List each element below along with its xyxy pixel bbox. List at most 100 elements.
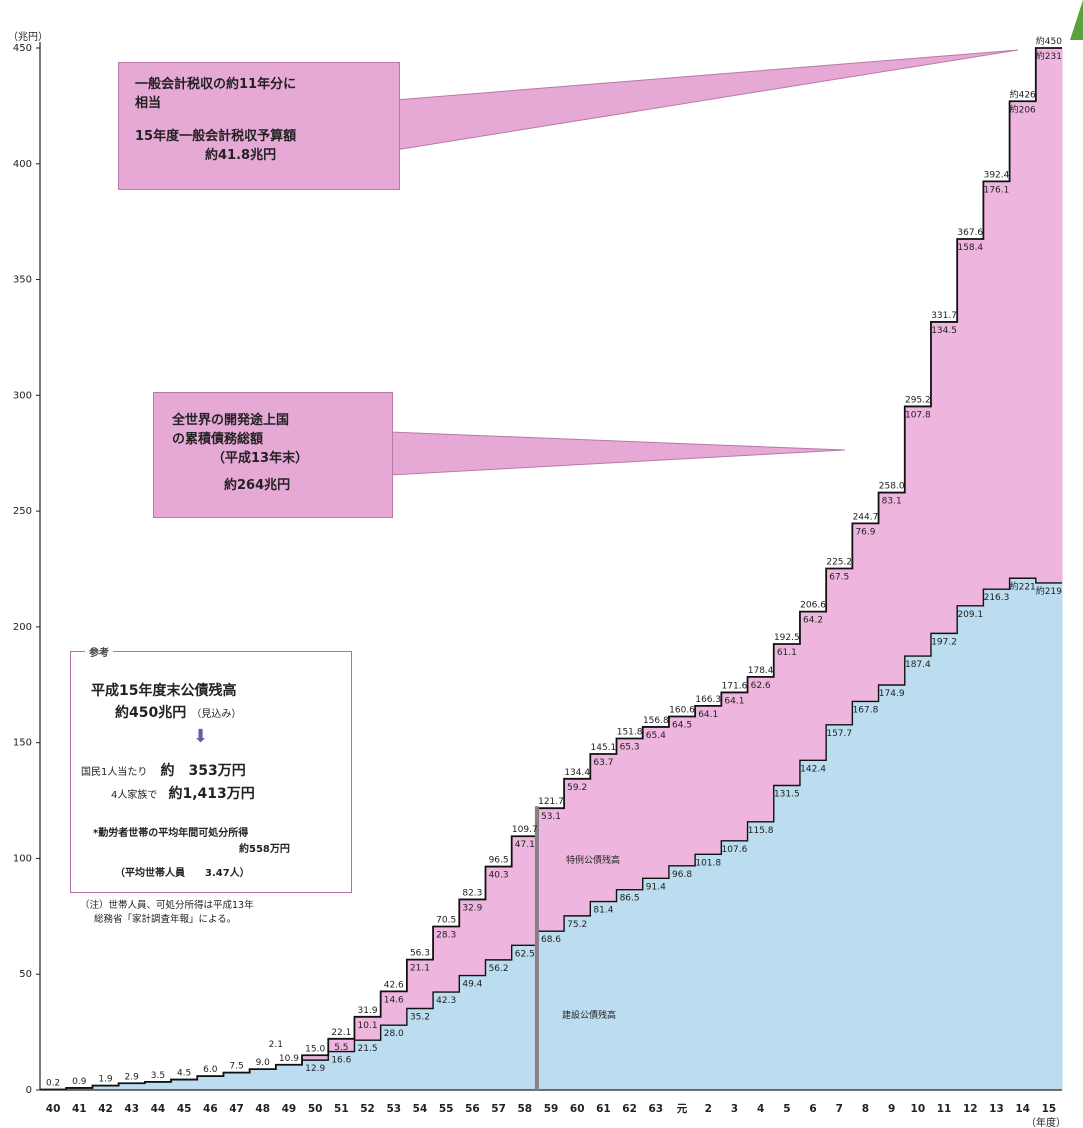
- x-tick-label: 8: [862, 1103, 869, 1115]
- construction-bond-bar: [904, 656, 932, 1090]
- total-value-label: 156.8: [643, 716, 669, 726]
- construction-bond-bar: [354, 1040, 382, 1090]
- total-value-label: 42.6: [384, 980, 404, 990]
- callout-tax-line2: 相当: [135, 96, 162, 111]
- construction-bond-bar: [249, 1069, 277, 1090]
- callout-tax-line1: 一般会計税収の約11年分に: [135, 77, 297, 92]
- total-value-label: 約426: [1010, 88, 1036, 100]
- total-value-label: 178.4: [748, 666, 774, 676]
- reference-box: 参考 平成15年度末公債残高 約450兆円 （見込み） ⬇ 国民1人当たり 約 …: [70, 644, 352, 893]
- special-value-label: 62.6: [751, 681, 771, 691]
- construction-bond-bar: [380, 1025, 408, 1090]
- callout-debt-line4: 約264兆円: [224, 478, 291, 493]
- construction-value-label: 131.5: [774, 790, 800, 800]
- construction-bond-bar: [1009, 578, 1037, 1090]
- total-value-label: 244.7: [853, 512, 879, 522]
- construction-bond-bar: [223, 1072, 251, 1090]
- total-value-label: 約450: [1036, 35, 1062, 47]
- construction-value-label: 42.3: [436, 996, 456, 1006]
- total-value-label: 134.4: [564, 768, 590, 778]
- special-bond-bar: [642, 726, 670, 879]
- construction-bond-bar: [459, 975, 487, 1090]
- reference-line2-note: （見込み）: [191, 709, 242, 720]
- special-bond-bar: [590, 754, 618, 902]
- special-bond-bar: [1009, 101, 1037, 579]
- construction-bonds-series-label: 建設公債残高: [562, 1009, 616, 1021]
- total-value-label: 10.9: [279, 1054, 299, 1064]
- construction-bond-bar: [826, 724, 853, 1090]
- construction-value-label: 16.6: [331, 1056, 351, 1066]
- reference-line3-b: 約 353万円: [160, 763, 246, 779]
- total-value-label: 9.0: [256, 1058, 271, 1068]
- callout-pointers: [389, 0, 1083, 476]
- construction-value-label: 21.5: [358, 1044, 378, 1054]
- special-value-label: 107.8: [905, 410, 931, 420]
- footnote-line1: （注）世帯人員、可処分所得は平成13年: [80, 900, 254, 911]
- y-tick-label: 50: [19, 969, 32, 980]
- x-tick-label: 13: [989, 1103, 1004, 1115]
- total-value-label: 82.3: [462, 888, 482, 898]
- construction-bond-bar: [773, 785, 801, 1090]
- construction-bond-bar: [983, 589, 1011, 1090]
- special-bond-bar: [616, 738, 644, 890]
- reference-title: 参考: [85, 644, 113, 659]
- construction-value-label: 216.3: [984, 593, 1010, 603]
- special-value-label: 21.1: [410, 964, 430, 974]
- x-tick-label: 9: [888, 1103, 895, 1115]
- callout-tax-pointer: [394, 49, 1019, 151]
- special-value-label: 76.9: [855, 527, 875, 537]
- x-tick-label: 52: [360, 1103, 375, 1115]
- construction-bond-bar: [485, 959, 513, 1090]
- special-value-label: 14.6: [384, 995, 404, 1005]
- special-bond-bar: [537, 808, 565, 932]
- special-value-label: 64.5: [672, 721, 692, 731]
- total-value-label: 31.9: [358, 1006, 378, 1016]
- special-bond-bar: [433, 926, 460, 993]
- special-bond-bar: [328, 1038, 356, 1052]
- x-tick-label: 48: [255, 1103, 270, 1115]
- construction-bond-bar: [590, 901, 618, 1090]
- special-value-label: 67.5: [829, 573, 849, 583]
- construction-bond-bar: [328, 1051, 356, 1090]
- x-tick-label: 12: [963, 1103, 978, 1115]
- reference-line4: 4人家族で 約1,413万円: [111, 783, 255, 803]
- total-value-label: 258.0: [879, 482, 905, 492]
- construction-bond-bar: [433, 992, 460, 1090]
- x-tick-label: 59: [544, 1103, 559, 1115]
- special-value-label: 59.2: [567, 783, 587, 793]
- total-value-label: 6.0: [203, 1065, 218, 1075]
- special-bond-bar: [459, 899, 487, 976]
- total-value-label: 160.6: [669, 706, 695, 716]
- construction-value-label: 86.5: [620, 894, 640, 904]
- x-tick-label: 3: [731, 1103, 738, 1115]
- construction-value-label: 101.8: [695, 858, 721, 868]
- x-tick-label: 56: [465, 1103, 480, 1115]
- chart-data-labels: 0.2 0.9 1.9 2.9 3.5 4.5 6.0 7.5 9.0 10.9 15.0 22.1 3…: [46, 35, 1062, 1089]
- special-bond-bar: [852, 523, 880, 702]
- construction-bond-bar: [695, 854, 722, 1090]
- construction-bond-bar: [302, 1060, 329, 1090]
- construction-bond-bar: [930, 633, 958, 1090]
- x-tick-label: 44: [151, 1103, 166, 1115]
- x-tick-label: 6: [809, 1103, 816, 1115]
- special-bond-bar: [511, 836, 539, 946]
- special-value-label: 32.9: [462, 903, 482, 913]
- construction-bond-bar: [511, 945, 539, 1090]
- x-tick-label: 62: [622, 1103, 637, 1115]
- total-value-label: 56.3: [410, 949, 430, 959]
- construction-bond-bar: [799, 760, 827, 1090]
- y-tick-label: 0: [26, 1085, 32, 1096]
- x-tick-label: 45: [177, 1103, 192, 1115]
- construction-bond-bar: [1035, 582, 1063, 1090]
- x-tick-label: 元: [677, 1103, 688, 1115]
- special-bond-bar: [485, 866, 513, 960]
- construction-bond-bar: [537, 931, 565, 1090]
- x-tick-label: 7: [836, 1103, 843, 1115]
- special-value-label: 47.1: [515, 840, 535, 850]
- footnote-line2: 総務省「家計調査年報」による。: [94, 914, 237, 925]
- construction-value-label: 197.2: [931, 637, 957, 647]
- x-tick-label: 43: [124, 1103, 139, 1115]
- construction-value-label: 12.9: [305, 1064, 325, 1074]
